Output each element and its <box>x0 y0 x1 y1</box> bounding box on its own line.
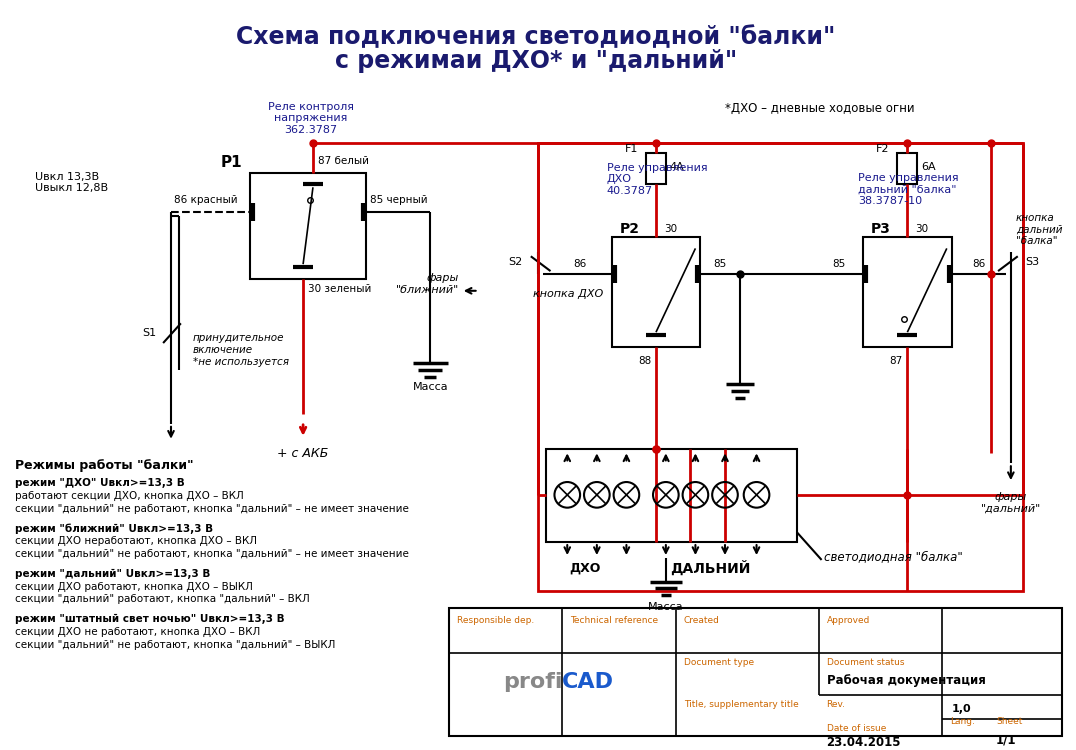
Text: работают секции ДХО, кнопка ДХО – ВКЛ: работают секции ДХО, кнопка ДХО – ВКЛ <box>15 490 244 501</box>
Bar <box>538 143 1022 592</box>
Text: 87: 87 <box>889 356 903 366</box>
Bar <box>546 448 797 542</box>
Text: profi: profi <box>502 672 563 692</box>
Bar <box>863 236 951 347</box>
Text: 85: 85 <box>713 260 726 269</box>
Text: CAD: CAD <box>563 672 614 692</box>
Text: S1: S1 <box>142 328 156 338</box>
Text: 86: 86 <box>574 260 586 269</box>
Text: 30: 30 <box>916 224 929 234</box>
Text: Date of issue: Date of issue <box>826 724 886 733</box>
Text: секции "дальний" не работают, кнопка "дальний" – ВЫКЛ: секции "дальний" не работают, кнопка "да… <box>15 640 336 650</box>
Text: секции ДХО работают, кнопка ДХО – ВЫКЛ: секции ДХО работают, кнопка ДХО – ВЫКЛ <box>15 581 253 592</box>
Text: Title, supplementary title: Title, supplementary title <box>683 700 798 709</box>
Text: принудительное
включение
*не используется: принудительное включение *не используетс… <box>193 333 288 367</box>
Text: 86: 86 <box>973 260 986 269</box>
Text: Реле управления
ДХО
40.3787: Реле управления ДХО 40.3787 <box>607 163 707 196</box>
Text: Lang.: Lang. <box>950 717 975 726</box>
Text: режим "штатный свет ночью" Uвкл>=13,3 В: режим "штатный свет ночью" Uвкл>=13,3 В <box>15 614 285 624</box>
Text: Режимы работы "балки": Режимы работы "балки" <box>15 459 194 472</box>
Text: F1: F1 <box>625 144 638 154</box>
Text: 85 черный: 85 черный <box>370 195 427 205</box>
Text: Uвкл 13,3В
Uвыкл 12,8В: Uвкл 13,3В Uвыкл 12,8В <box>36 172 108 194</box>
Bar <box>250 172 366 279</box>
Text: Р1: Р1 <box>221 155 242 170</box>
Text: 88: 88 <box>638 356 651 366</box>
Text: ДАЛЬНИЙ: ДАЛЬНИЙ <box>670 560 750 575</box>
Text: Реле контроля
напряжения
362.3787: Реле контроля напряжения 362.3787 <box>268 102 354 135</box>
Bar <box>646 153 666 184</box>
Text: Р2: Р2 <box>620 222 639 236</box>
Text: кнопка ДХО: кнопка ДХО <box>533 289 603 298</box>
Text: секции ДХО не работают, кнопка ДХО – ВКЛ: секции ДХО не работают, кнопка ДХО – ВКЛ <box>15 627 260 637</box>
Text: секции ДХО неработают, кнопка ДХО – ВКЛ: секции ДХО неработают, кнопка ДХО – ВКЛ <box>15 536 257 546</box>
Text: ДХО: ДХО <box>569 561 600 574</box>
Text: режим "ближний" Uвкл>=13,3 В: режим "ближний" Uвкл>=13,3 В <box>15 523 213 533</box>
Text: Created: Created <box>683 616 720 625</box>
Text: фары
"ближний": фары "ближний" <box>396 273 458 295</box>
Text: 4А: 4А <box>669 161 684 172</box>
Text: фары
"дальний": фары "дальний" <box>980 492 1040 514</box>
Text: Масса: Масса <box>648 602 683 612</box>
Text: 6А: 6А <box>921 161 936 172</box>
Text: кнопка
дальний
"балка": кнопка дальний "балка" <box>1016 213 1062 246</box>
Text: 30 зеленый: 30 зеленый <box>308 284 371 294</box>
Bar <box>449 608 1062 736</box>
Text: + с АКБ: + с АКБ <box>278 447 329 460</box>
Text: Схема подключения светодиодной "балки": Схема подключения светодиодной "балки" <box>236 26 835 50</box>
Text: Responsible dep.: Responsible dep. <box>457 616 534 625</box>
Text: секции "дальний" не работают, кнопка "дальний" – не имеет значение: секции "дальний" не работают, кнопка "да… <box>15 504 409 514</box>
Bar <box>611 236 700 347</box>
Text: с режимаи ДХО* и "дальний": с режимаи ДХО* и "дальний" <box>335 49 737 73</box>
Text: Document status: Document status <box>826 658 904 668</box>
Text: 23.04.2015: 23.04.2015 <box>826 736 901 749</box>
Text: S2: S2 <box>509 257 523 267</box>
Text: S3: S3 <box>1025 257 1039 267</box>
Text: режим "ДХО" Uвкл>=13,3 В: режим "ДХО" Uвкл>=13,3 В <box>15 478 185 488</box>
Text: режим "дальний" Uвкл>=13,3 В: режим "дальний" Uвкл>=13,3 В <box>15 568 211 579</box>
Text: секции "дальний" не работают, кнопка "дальний" – не имеет значение: секции "дальний" не работают, кнопка "да… <box>15 549 409 559</box>
Text: Sheet: Sheet <box>996 717 1022 726</box>
Text: Реле управления
дальний "балка"
38.3787-10: Реле управления дальний "балка" 38.3787-… <box>858 172 959 206</box>
Text: Масса: Масса <box>412 382 448 392</box>
Text: Rev.: Rev. <box>826 700 846 709</box>
Text: 86 красный: 86 красный <box>173 195 238 205</box>
Text: 85: 85 <box>832 260 846 269</box>
Text: 1,0: 1,0 <box>952 704 972 714</box>
Text: Approved: Approved <box>826 616 869 625</box>
Text: 87 белый: 87 белый <box>317 156 369 166</box>
Text: F2: F2 <box>876 144 890 154</box>
Text: светодиодная "балка": светодиодная "балка" <box>823 550 962 563</box>
Text: 1/1: 1/1 <box>996 734 1017 746</box>
Text: Рабочая документация: Рабочая документация <box>826 674 986 687</box>
Text: Р3: Р3 <box>870 222 891 236</box>
Text: Document type: Document type <box>683 658 753 668</box>
Bar <box>897 153 917 184</box>
Text: *ДХО – дневные ходовые огни: *ДХО – дневные ходовые огни <box>725 102 915 115</box>
Text: Technical reference: Technical reference <box>570 616 659 625</box>
Text: 30: 30 <box>664 224 677 234</box>
Text: секции "дальний" работают, кнопка "дальний" – ВКЛ: секции "дальний" работают, кнопка "дальн… <box>15 594 310 604</box>
